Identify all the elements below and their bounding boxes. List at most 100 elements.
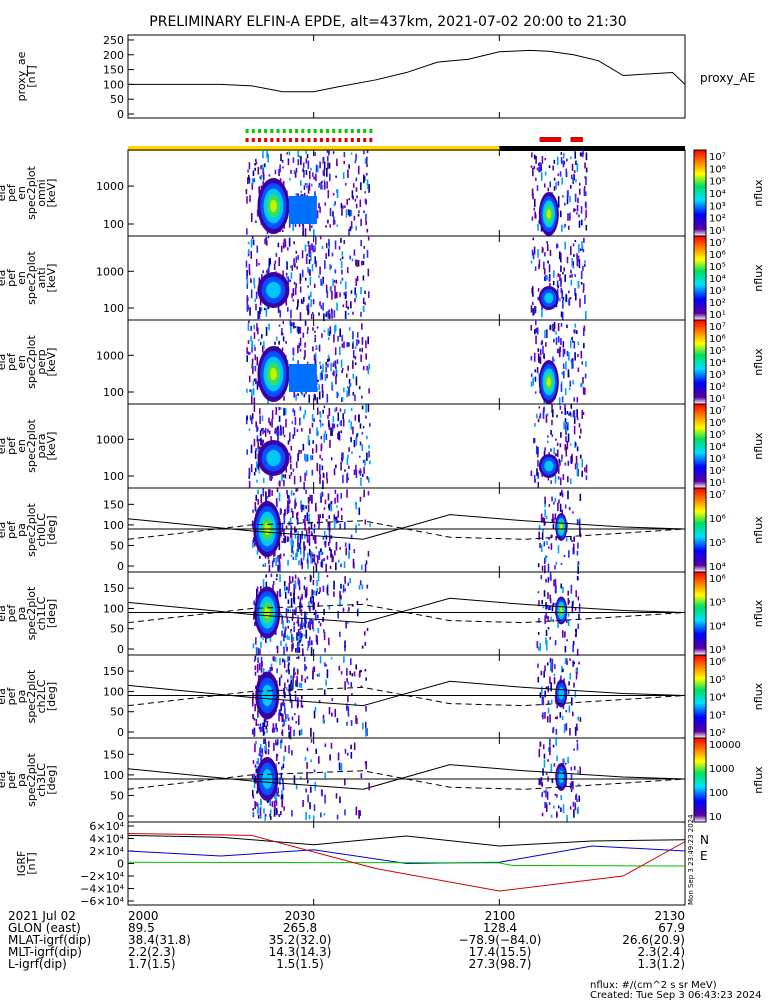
proxy-ae-line [128, 49, 686, 93]
spectrogram-speckle [288, 495, 290, 501]
spectrogram-speckle [546, 716, 549, 723]
spectrogram-speckle [298, 682, 301, 688]
spectrogram-speckle [276, 792, 279, 797]
spectrogram-speckle [290, 598, 293, 607]
spectrogram-speckle [364, 519, 367, 525]
spectrogram-speckle [570, 536, 572, 541]
spectrogram-speckle [331, 697, 334, 702]
spectrogram-speckle [299, 534, 302, 544]
spectrogram-speckle [359, 441, 362, 446]
spectrogram-speckle [534, 391, 537, 394]
spectrogram-speckle [337, 610, 340, 619]
spectrogram-speckle [364, 302, 366, 305]
spectrogram-speckle [304, 663, 306, 672]
spectrogram-speckle [299, 542, 301, 550]
spectrogram-speckle [352, 373, 355, 379]
spectrogram-speckle [269, 809, 272, 815]
spectrogram-speckle [283, 407, 285, 416]
spectrogram-speckle [302, 556, 305, 561]
spectrogram-speckle [267, 236, 270, 239]
spectrogram-speckle [359, 423, 362, 429]
red-tick [264, 138, 268, 142]
spectrogram-speckle [550, 534, 553, 539]
proxy-ae-ylabel-line: [nT] [25, 65, 38, 87]
spectrogram-speckle [347, 582, 350, 587]
spectrogram-speckle [538, 355, 540, 363]
spectrogram-speckle [531, 188, 534, 197]
spectrogram-speckle [551, 658, 554, 667]
spectrogram-speckle [356, 259, 358, 268]
spectrogram-speckle [273, 808, 276, 817]
spectrogram-speckle [318, 202, 320, 209]
spectrogram-speckle [338, 246, 341, 250]
spectrogram-speckle [288, 575, 291, 583]
spectrogram-speckle [576, 648, 579, 656]
spectrogram-speckle [306, 330, 309, 334]
spectrogram-speckle [360, 477, 362, 486]
spectrogram-speckle [336, 493, 339, 503]
spectrogram-speckle [318, 551, 320, 557]
spectrogram-speckle [299, 631, 302, 640]
spectrogram-speckle [580, 206, 583, 214]
spectrogram-speckle [313, 710, 316, 719]
spectrogram-speckle [560, 157, 563, 164]
spectrogram-speckle [293, 241, 295, 245]
spectrogram-speckle [327, 593, 329, 596]
spectrogram-speckle [327, 526, 330, 531]
spectrogram-speckle [252, 170, 255, 177]
spectrogram-speckle [563, 724, 566, 733]
spectrogram-speckle [303, 185, 306, 190]
spectrogram-speckle [358, 507, 361, 515]
spectrogram-speckle [305, 616, 307, 625]
spectrogram-speckle [276, 557, 279, 562]
spectrogram-speckle [576, 739, 579, 743]
spectrogram-speckle [286, 506, 289, 515]
spectrogram-speckle [364, 290, 366, 294]
spectrogram-speckle [337, 335, 339, 342]
spectrogram-speckle [303, 585, 306, 590]
spectrogram-speckle [343, 151, 346, 158]
spectrogram-speckle [355, 259, 357, 266]
spectrogram-speckle [292, 468, 295, 472]
spectrogram-speckle [329, 326, 332, 335]
pitch-pa1-ylabel-line: spec2plot [25, 586, 38, 640]
spectrogram-speckle [317, 602, 320, 607]
en4-colorbar [693, 403, 707, 489]
energy-en1-ytick-label: 1000 [96, 180, 124, 193]
spectrogram-speckle [309, 276, 312, 286]
spectrogram-speckle [576, 727, 579, 731]
spectrogram-speckle [299, 180, 302, 186]
spectrogram-speckle [361, 432, 364, 435]
spectrogram-speckle [356, 717, 358, 725]
spectrogram-speckle [258, 338, 260, 342]
spectrogram-speckle [322, 161, 324, 164]
spectrogram-speckle [307, 185, 310, 194]
spectrogram-speckle [277, 305, 280, 313]
spectrogram-speckle [579, 717, 582, 723]
spectrogram-speckle [547, 563, 550, 573]
spectrogram-speckle [347, 477, 349, 481]
spectrogram-speckle [533, 312, 535, 315]
spectrogram-speckle [332, 555, 334, 562]
spectrogram-speckle [330, 504, 333, 512]
spectrogram-speckle [537, 296, 540, 301]
spectrogram-speckle [268, 430, 271, 435]
spectrogram-speckle [561, 715, 564, 720]
ephemeris-cell: 2030 [285, 909, 316, 923]
spectrogram-speckle [569, 246, 572, 256]
pitch-pa3-ylabel-line: pa [15, 773, 28, 787]
spectrogram-speckle [265, 636, 267, 643]
spectrogram-speckle [547, 616, 550, 621]
igrf-ytick-label: 2×10⁴ [89, 845, 124, 858]
spectrogram-speckle [327, 310, 330, 319]
spectrogram-speckle [274, 657, 277, 662]
spectrogram-speckle [317, 572, 320, 582]
spectrogram-speckle [291, 420, 294, 425]
spectrogram-speckle [296, 326, 299, 333]
spectrogram-speckle [538, 524, 541, 531]
green-tick [257, 129, 261, 133]
spectrogram-speckle [319, 454, 321, 459]
spectrogram-speckle [360, 239, 362, 247]
spectrogram-speckle [335, 376, 337, 385]
spectrogram-speckle [270, 663, 273, 669]
